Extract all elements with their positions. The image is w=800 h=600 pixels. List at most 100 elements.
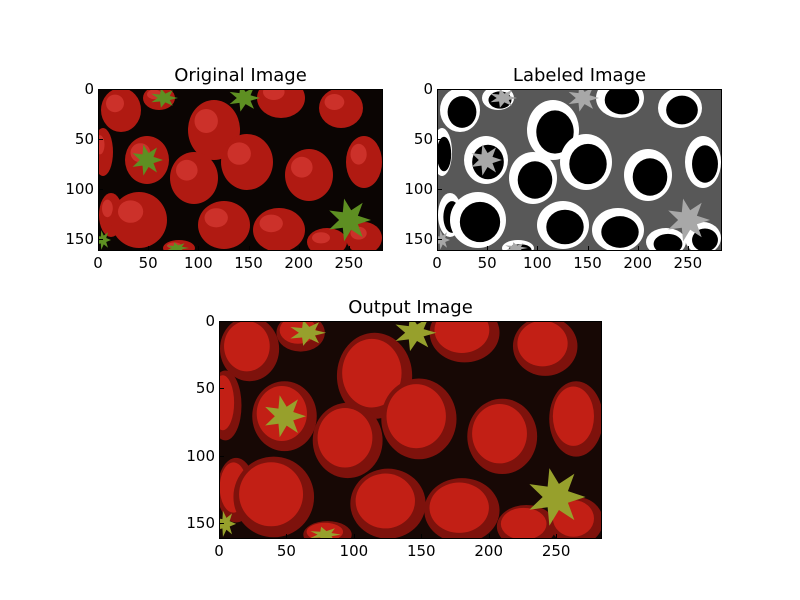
label-body xyxy=(604,90,640,115)
y-tick-label: 150 xyxy=(186,513,215,532)
leaf-cap xyxy=(438,230,450,250)
x-tick-mark xyxy=(353,534,355,538)
original-image-panel: Original Image 0 50 100 150 200 250 0 50 100 150 xyxy=(65,64,383,274)
x-tick-mark xyxy=(219,534,220,538)
strawberry-highlight xyxy=(291,156,313,178)
y-tick-mark xyxy=(220,522,224,524)
leaf-cap xyxy=(490,90,517,108)
y-tick-mark xyxy=(99,189,103,190)
x-tick-mark xyxy=(98,246,99,250)
strawberry-highlight xyxy=(102,199,113,218)
leaf-cap xyxy=(229,90,260,112)
leaf-cap xyxy=(151,90,178,108)
y-tick-mark xyxy=(99,89,103,90)
x-tick-label: 50 xyxy=(276,542,296,560)
leaf-cap xyxy=(99,230,111,250)
x-tick-label: 250 xyxy=(673,254,703,272)
strawberry xyxy=(429,482,489,533)
y-tick-mark xyxy=(99,239,103,240)
labeled-image-canvas xyxy=(438,90,721,250)
output-image-panel: Output Image 0 50 100 150 200 250 0 50 100 150 xyxy=(186,296,602,566)
y-tick-label: 0 xyxy=(84,80,94,98)
leaf-cap xyxy=(529,468,586,526)
strawberry xyxy=(285,149,333,201)
leaf-cap xyxy=(395,322,437,352)
panel-title: Output Image xyxy=(348,297,473,318)
leaf-cap xyxy=(668,198,710,242)
strawberry-highlight xyxy=(176,159,198,181)
strawberry xyxy=(342,338,402,408)
strawberry xyxy=(317,407,373,468)
x-tick-label: 0 xyxy=(214,542,224,560)
x-tick-mark xyxy=(637,246,639,250)
x-tick-label: 250 xyxy=(541,542,571,560)
x-tick-label: 200 xyxy=(474,542,504,560)
leaf-cap xyxy=(265,395,307,438)
x-tick-mark xyxy=(298,246,300,250)
x-tick-label: 150 xyxy=(234,254,263,272)
x-tick-label: 150 xyxy=(406,542,436,560)
x-tick-mark xyxy=(487,246,489,250)
label-body xyxy=(536,110,574,154)
x-tick-mark xyxy=(537,246,539,250)
x-tick-mark xyxy=(248,246,250,250)
label-body xyxy=(447,96,477,128)
x-tick-mark xyxy=(556,534,558,538)
leaf-cap xyxy=(310,526,341,538)
y-tick-label: 100 xyxy=(65,180,94,198)
y-tick-label: 150 xyxy=(404,230,433,248)
y-tick-mark xyxy=(438,89,442,90)
y-tick-label: 50 xyxy=(413,130,433,148)
label-body xyxy=(692,145,718,183)
y-tick-label: 0 xyxy=(205,312,215,330)
label-body xyxy=(459,201,501,243)
strawberry xyxy=(239,462,304,527)
x-tick-mark xyxy=(348,246,350,250)
leaf-cap xyxy=(568,90,599,112)
strawberry-highlight xyxy=(99,135,105,155)
label-body xyxy=(601,216,639,248)
strawberry xyxy=(355,473,415,529)
strawberry xyxy=(517,322,568,367)
output-image-canvas xyxy=(220,322,601,538)
strawberry-highlight xyxy=(194,109,218,133)
original-image-canvas xyxy=(99,90,382,250)
label-body xyxy=(546,209,584,245)
label-body xyxy=(653,233,683,250)
x-tick-mark xyxy=(148,246,150,250)
x-tick-label: 0 xyxy=(432,254,442,272)
strawberry xyxy=(198,201,250,249)
x-tick-label: 50 xyxy=(477,254,497,272)
leaf-cap xyxy=(329,198,371,242)
strawberry xyxy=(552,386,594,446)
y-tick-label: 100 xyxy=(186,446,215,465)
x-tick-label: 50 xyxy=(138,254,158,272)
strawberry xyxy=(111,192,167,248)
y-tick-label: 50 xyxy=(195,379,215,398)
labeled-image xyxy=(437,89,722,251)
strawberry xyxy=(386,384,446,449)
x-tick-label: 200 xyxy=(623,254,653,272)
strawberry-highlight xyxy=(259,214,283,233)
strawberry-highlight xyxy=(263,90,285,100)
strawberry xyxy=(221,134,273,190)
x-tick-mark xyxy=(198,246,200,250)
panel-title: Original Image xyxy=(174,65,307,86)
leaf-cap xyxy=(471,144,502,176)
leaf-cap xyxy=(166,242,189,250)
x-tick-mark xyxy=(687,246,689,250)
label-body xyxy=(632,158,668,196)
x-tick-label: 0 xyxy=(93,254,103,272)
strawberry xyxy=(434,322,490,353)
x-tick-mark xyxy=(587,246,589,250)
leaf-cap xyxy=(132,144,163,176)
y-tick-mark xyxy=(438,139,442,140)
y-tick-mark xyxy=(438,239,442,240)
strawberry-highlight xyxy=(350,143,367,165)
x-tick-mark xyxy=(286,534,288,538)
strawberry-highlight xyxy=(106,94,124,113)
x-tick-label: 100 xyxy=(339,542,369,560)
label-body xyxy=(438,136,452,172)
strawberry xyxy=(346,136,382,188)
x-tick-label: 100 xyxy=(523,254,552,272)
